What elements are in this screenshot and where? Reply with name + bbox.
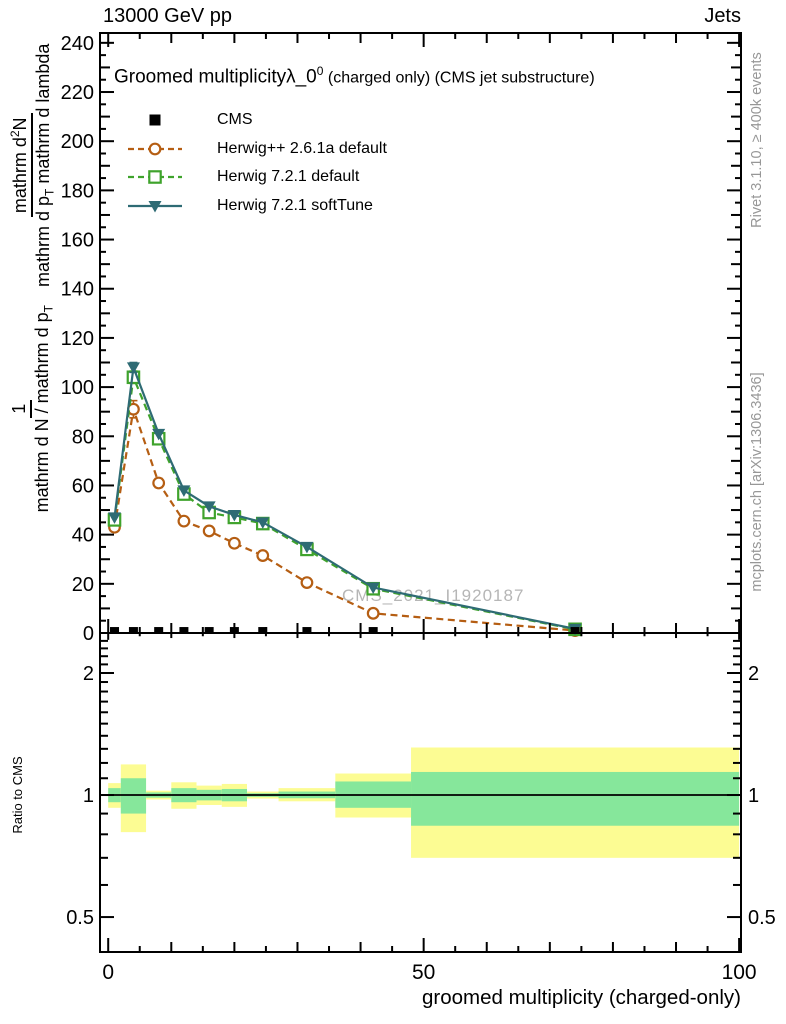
band-inner — [411, 771, 740, 826]
cms-data-square — [258, 627, 268, 634]
legend-item: Herwig 7.2.1 softTune — [127, 192, 387, 221]
marker-circle-open — [366, 606, 380, 620]
marker-triangle-down — [126, 362, 140, 374]
marker-circle-open — [300, 576, 314, 589]
x-axis-label: groomed multiplicity (charged-only) — [421, 986, 741, 1009]
svg-text:0.5: 0.5 — [748, 907, 776, 929]
ylabel-frac2-numerator: mathrm d2N — [7, 113, 33, 218]
header-beam-energy: 13000 GeV pp — [103, 5, 232, 27]
main-y-axis-label: 1 mathrm d N / mathrm d pT mathrm d2N ma… — [4, 18, 60, 538]
cms-data-square — [570, 627, 580, 634]
legend-label: Herwig++ 2.6.1a default — [217, 139, 387, 157]
cms-data-square — [154, 627, 164, 634]
marker-triangle-down — [202, 501, 216, 513]
plot-title-superscript: 0 — [316, 64, 324, 78]
axis-ticks — [101, 34, 741, 951]
marker-triangle-down — [108, 512, 122, 524]
rivet-version-note: Rivet 3.1.10, ≥ 400k events — [749, 52, 765, 228]
plot-title: Groomed multiplicityλ_00 (charged only) … — [114, 64, 595, 88]
svg-text:160: 160 — [61, 230, 94, 252]
cms-data-square — [110, 627, 120, 634]
marker-triangle-down — [227, 509, 241, 522]
svg-text:220: 220 — [61, 82, 94, 104]
legend-label: Herwig 7.2.1 softTune — [217, 196, 373, 214]
svg-text:0.5: 0.5 — [66, 907, 94, 929]
ylabel-fraction-1: 1 mathrm d N / mathrm d pT — [8, 301, 56, 516]
plot-title-suffix: (charged only) (CMS jet substructure) — [323, 69, 595, 87]
ylabel-frac1-numerator: 1 — [8, 399, 32, 418]
svg-text:50: 50 — [412, 961, 435, 984]
legend-label: Herwig 7.2.1 default — [217, 168, 360, 186]
svg-text:180: 180 — [61, 180, 94, 202]
svg-text:2: 2 — [748, 663, 759, 685]
legend-label: CMS — [217, 111, 253, 129]
legend-item: Herwig 7.2.1 default — [127, 163, 387, 192]
series-line — [113, 367, 576, 630]
legend-marker-square-filled — [149, 114, 161, 126]
ratio-y-axis-label: Ratio to CMS — [10, 756, 25, 834]
legend-marker-square-open — [128, 170, 182, 185]
ylabel-fraction-2: mathrm d2N mathrm d pT mathrm d lambda — [7, 40, 57, 291]
svg-text:80: 80 — [72, 426, 94, 448]
marker-circle-open — [256, 549, 270, 562]
marker-circle-open — [227, 536, 241, 550]
plot-title-main: Groomed multiplicityλ_0 — [114, 66, 317, 88]
marker-circle-open — [202, 524, 216, 538]
legend-marker-circle-open — [128, 142, 182, 156]
ylabel-frac2-denominator: mathrm d pT mathrm d lambda — [32, 43, 57, 288]
legend-item: CMS — [127, 106, 387, 135]
svg-text:40: 40 — [72, 525, 94, 547]
panel-borders — [99, 32, 742, 953]
marker-circle-open — [152, 476, 166, 490]
ylabel-frac1-denominator: mathrm d N / mathrm d pT — [31, 305, 56, 513]
svg-text:2: 2 — [83, 663, 94, 685]
svg-text:100: 100 — [61, 377, 94, 399]
marker-triangle-down — [256, 517, 270, 529]
series-line — [113, 408, 576, 632]
svg-text:100: 100 — [722, 961, 757, 984]
mcplots-reference-note: mcplots.cern.ch [arXiv:1306.3436] — [749, 372, 765, 592]
svg-text:0: 0 — [83, 623, 94, 645]
legend-marker-triangle-down — [128, 200, 182, 213]
cms-data-square — [204, 627, 214, 634]
svg-text:20: 20 — [72, 574, 94, 596]
svg-text:0: 0 — [102, 961, 114, 984]
legend-item: Herwig++ 2.6.1a default — [127, 135, 387, 164]
cms-data-square — [302, 627, 312, 634]
svg-text:1: 1 — [83, 785, 94, 807]
svg-text:200: 200 — [61, 131, 94, 153]
legend: CMS Herwig++ 2.6.1a default Herwig 7.2.1 d… — [127, 106, 387, 220]
svg-text:60: 60 — [72, 475, 94, 497]
cms-data-square — [179, 627, 189, 634]
cms-data-square — [128, 627, 138, 634]
cms-data-square — [368, 627, 378, 634]
ratio-uncertainty-bands — [108, 747, 740, 858]
svg-text:140: 140 — [61, 279, 94, 301]
marker-triangle-down — [366, 582, 380, 595]
marker-triangle-down — [300, 541, 314, 554]
header-analysis-group: Jets — [704, 5, 741, 27]
series-line — [113, 373, 576, 631]
svg-text:240: 240 — [61, 33, 94, 55]
ratio-panel-border — [99, 632, 742, 953]
marker-triangle-down — [152, 428, 166, 441]
svg-text:120: 120 — [61, 328, 94, 350]
marker-circle-open — [177, 514, 191, 528]
svg-text:1: 1 — [748, 785, 759, 807]
marker-triangle-down — [177, 485, 191, 497]
